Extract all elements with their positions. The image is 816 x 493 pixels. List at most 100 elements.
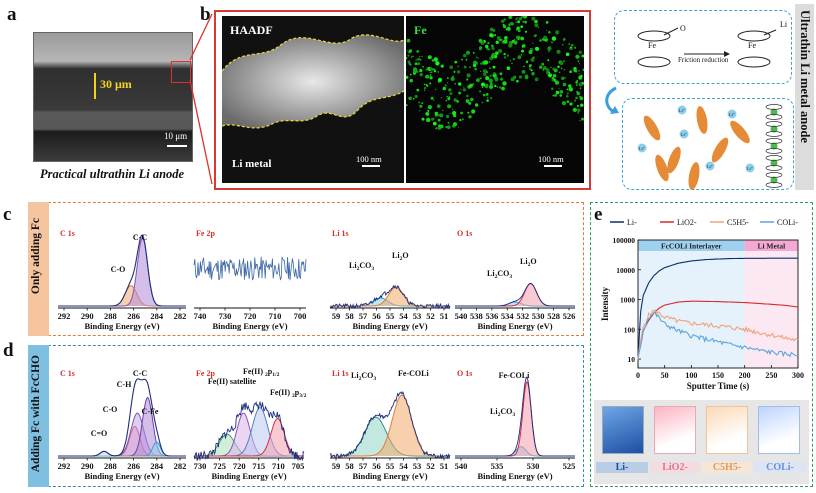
fe-signal-dot <box>416 88 420 92</box>
fe-signal-dot <box>493 72 496 75</box>
fe-signal-dot <box>452 75 454 78</box>
fe-signal-dot <box>478 47 482 51</box>
fe-signal-dot <box>467 111 470 114</box>
fe-signal-dot <box>446 82 449 84</box>
fe-signal-dot <box>485 44 489 49</box>
fe-signal-dot <box>429 76 433 80</box>
fe-signal-dot <box>418 55 421 58</box>
xps-curve <box>455 380 575 457</box>
xps-tick-label: 710 <box>272 461 285 471</box>
fe-signal-dot <box>478 38 483 43</box>
fe-signal-dot <box>501 86 505 91</box>
xps-tick-label: 525 <box>563 461 576 471</box>
li-ion-dot <box>677 105 687 115</box>
fe-signal-dot <box>501 19 505 23</box>
fe-signal-dot <box>426 117 431 123</box>
sem-scalebar-line <box>167 145 187 147</box>
fe-signal-dot <box>578 70 580 72</box>
xps-tick-label: 534 <box>501 311 515 321</box>
fe-signal-dot <box>423 83 426 86</box>
li-ion-dot <box>705 161 715 171</box>
fe-signal-dot <box>490 44 494 48</box>
fe-signal-dot <box>547 73 553 78</box>
fe-signal-dot <box>578 63 581 65</box>
fe-signal-dot <box>528 50 533 55</box>
fe-signal-dot <box>498 49 502 53</box>
li-ion-dot <box>727 109 737 119</box>
fe-signal-dot <box>524 30 528 33</box>
fe-signal-dot <box>461 58 463 61</box>
fe-signal-dot <box>566 88 569 91</box>
fe-signal-dot <box>429 71 431 73</box>
xps-tick-label: 740 <box>194 311 207 321</box>
xps-component-fill <box>330 287 450 306</box>
cp-ring-top <box>765 104 783 110</box>
fe-signal-dot <box>465 58 468 61</box>
fe-signal-dot <box>552 94 555 97</box>
sei-component-ellipse <box>696 106 708 134</box>
fe-signal-dot <box>496 86 498 88</box>
fe-signal-dot <box>566 92 569 95</box>
fe-center-dot <box>770 108 778 116</box>
xps-tick-label: 292 <box>58 311 71 321</box>
fe-signal-dot <box>431 59 435 62</box>
xps-component-fill <box>330 395 450 456</box>
fe-signal-dot <box>576 108 581 113</box>
fe-signal-dot <box>545 21 549 24</box>
swatch-coli: COLi- <box>754 462 806 473</box>
xps-tick-label: 57 <box>359 311 368 321</box>
fe-signal-dot <box>439 113 444 118</box>
panel-b-frame <box>214 10 591 190</box>
fe-signal-dot <box>463 53 467 58</box>
fe-signal-dot <box>523 65 525 68</box>
fe-signal-dot <box>534 77 539 82</box>
xps-title: C 1s <box>60 229 75 238</box>
fe-signal-dot <box>558 71 561 74</box>
xps-tick-label: 51 <box>440 311 449 321</box>
fe-signal-dot <box>489 84 494 89</box>
fe-signal-dot <box>486 71 488 73</box>
fe-signal-dot <box>425 74 430 79</box>
fe-signal-dot <box>419 104 423 108</box>
fe-signal-dot <box>468 102 472 105</box>
fe-signal-dot <box>500 77 503 81</box>
fe-signal-dot <box>582 68 584 72</box>
xps-tick-label: 700 <box>294 311 307 321</box>
li-ion-schematic: Li⁺ Li⁺ Li⁺ Li⁺ Li⁺ Li⁺ <box>637 104 783 190</box>
xps-tick-label: 715 <box>252 461 265 471</box>
li-atom-right: Li <box>780 20 788 29</box>
fe-signal-dot <box>468 115 472 119</box>
peak-label: Li2CO3 <box>349 261 374 272</box>
fe-signal-dot <box>506 54 510 57</box>
fe-signal-dot <box>524 75 529 80</box>
fe-signal-dot <box>485 94 487 96</box>
fe-signal-dot <box>550 66 552 69</box>
fe-signal-dot <box>508 23 511 26</box>
region-header-bar <box>744 240 798 251</box>
fe-signal-dot <box>539 39 542 42</box>
fe-signal-dot <box>483 60 489 65</box>
fe-signal-dot <box>535 46 540 51</box>
fe-signal-dot <box>575 83 578 87</box>
fe-signal-dot <box>406 75 409 79</box>
fe-signal-dot <box>579 119 581 122</box>
fe-signal-dot <box>407 54 410 57</box>
xps-tick-label: 54 <box>399 461 408 471</box>
xps-curve <box>455 282 575 307</box>
fe-signal-dot <box>491 46 495 50</box>
fe-signal-dot <box>437 77 443 82</box>
fe-signal-dot <box>476 61 478 64</box>
fe-signal-dot <box>561 101 566 106</box>
fe-signal-dot <box>529 67 532 71</box>
xps-tick-label: 720 <box>233 461 246 471</box>
xps-curve <box>58 378 186 457</box>
fe-signal-dot <box>452 111 457 116</box>
fe-signal-dot <box>421 102 424 104</box>
fe-signal-dot <box>489 27 494 32</box>
xps-tick-label: 57 <box>359 461 368 471</box>
fe-signal-dot <box>406 50 408 52</box>
fe-signal-dot <box>480 70 482 72</box>
peak-label: C-C <box>133 369 147 378</box>
fe-signal-dot <box>579 95 582 99</box>
li-ion-label: Li⁺ <box>729 112 736 117</box>
